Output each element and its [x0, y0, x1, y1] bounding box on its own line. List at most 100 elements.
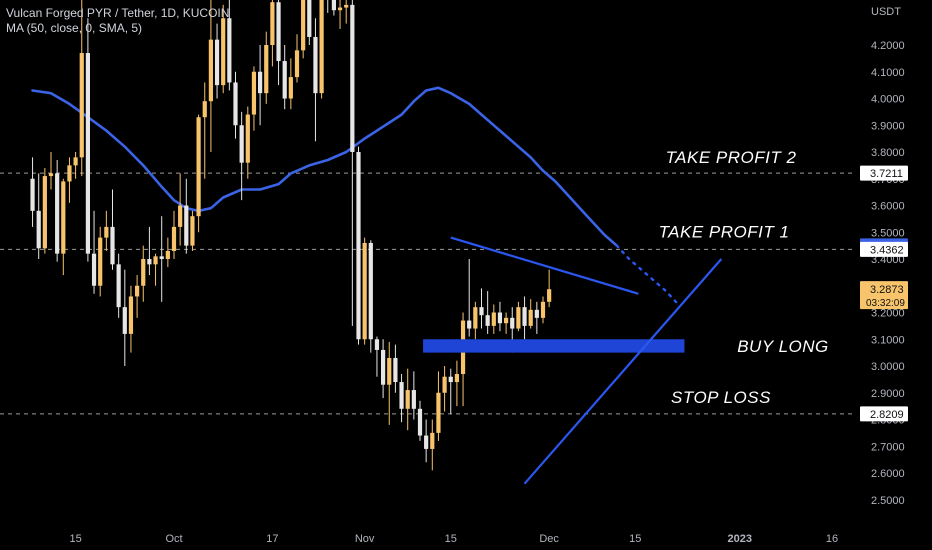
- take-profit-2-tag-bg: [860, 165, 908, 181]
- time-tick: 17: [266, 533, 278, 545]
- indicator-legend[interactable]: MA (50, close, 0, SMA, 5): [6, 21, 143, 35]
- candle-body: [331, 0, 336, 11]
- candles: [30, 0, 552, 471]
- take-profit-2-label: TAKE PROFIT 2: [666, 148, 797, 167]
- candle-body: [251, 71, 257, 115]
- time-tick: 2023: [728, 533, 752, 545]
- candle-body: [473, 307, 478, 329]
- moving-average: [31, 86, 619, 247]
- time-tick: 15: [445, 533, 457, 545]
- candle-body: [73, 157, 78, 166]
- stop-loss-tag: 2.8209: [870, 409, 904, 421]
- price-tick: 3.0000: [871, 361, 905, 373]
- buy-long-label: BUY LONG: [737, 337, 829, 356]
- candle-body: [547, 289, 552, 302]
- candle-body: [128, 296, 134, 334]
- take-profit-2-tag: 3.7211: [870, 168, 903, 180]
- price-tick: 3.1000: [871, 334, 905, 346]
- candle-body: [491, 312, 496, 326]
- price-tick: 3.5000: [871, 227, 905, 239]
- candle-body: [190, 216, 195, 246]
- candle-body: [270, 2, 275, 45]
- candle-body: [374, 339, 380, 350]
- candle-body: [147, 259, 152, 265]
- candle-body: [104, 226, 109, 238]
- take-profit-1-tag: 3.4362: [870, 244, 904, 256]
- candle-body: [313, 36, 318, 94]
- candle-body: [436, 392, 441, 433]
- candle-body: [411, 390, 416, 409]
- candle-body: [344, 4, 349, 8]
- candle-body: [221, 18, 226, 86]
- ma-projection-dotted: [615, 244, 680, 306]
- price-tick: 3.2000: [871, 308, 905, 320]
- chart-legend: Vulcan Forged PYR / Tether, 1D, KUCOIN M…: [6, 6, 229, 36]
- candle-body: [381, 349, 386, 385]
- candle-body: [424, 435, 429, 449]
- time-axis[interactable]: 15 Oct 17 Nov 15 Dec 15 2023 16: [69, 533, 838, 545]
- candle-body: [356, 152, 361, 340]
- candle-body: [153, 256, 158, 265]
- candle-body: [522, 307, 527, 326]
- last-price-tag-bg: [860, 281, 908, 310]
- candle-body: [245, 114, 250, 163]
- ma-line: [31, 86, 619, 247]
- candle-body: [178, 205, 183, 227]
- price-axis[interactable]: USDT4.20004.10004.00003.90003.80003.7000…: [860, 6, 908, 507]
- candle-body: [510, 317, 515, 329]
- stop-loss-label: STOP LOSS: [671, 388, 771, 407]
- candle-body: [61, 181, 66, 254]
- candle-body: [393, 357, 398, 383]
- take-profit-1-tag-bg: [860, 241, 908, 257]
- time-tick: Dec: [539, 533, 559, 545]
- candle-body: [534, 309, 539, 318]
- candle-body: [171, 226, 177, 251]
- candle-body: [294, 50, 300, 78]
- candle-body: [337, 7, 343, 11]
- price-tick: 2.9000: [871, 388, 905, 400]
- level-lines: [0, 172, 852, 415]
- candle-body: [479, 307, 484, 316]
- price-tick: 3.6000: [871, 201, 905, 213]
- candle-body: [159, 256, 164, 259]
- price-tick: 3.9000: [871, 120, 905, 132]
- descending-trendline: [450, 236, 639, 295]
- price-tick: 2.6000: [871, 468, 905, 480]
- price-tick: 4.2000: [871, 40, 905, 52]
- candle-body: [55, 173, 60, 254]
- candle-body: [276, 2, 281, 62]
- candle-body: [350, 4, 355, 152]
- candle-body: [454, 374, 459, 383]
- candle-body: [141, 259, 146, 286]
- candle-body: [504, 317, 509, 324]
- candle-body: [540, 301, 546, 318]
- last-price-tag: 3.2873: [870, 284, 904, 296]
- candle-countdown: 03:32:09: [866, 298, 905, 309]
- price-tick: 2.5000: [871, 495, 905, 507]
- buy-zone-box: [423, 339, 685, 353]
- candle-body: [214, 39, 220, 86]
- candle-body: [67, 165, 72, 182]
- candle-body: [430, 432, 435, 449]
- symbol-title[interactable]: Vulcan Forged PYR / Tether, 1D, KUCOIN: [6, 6, 230, 20]
- candle-body: [85, 53, 90, 254]
- annotation-labels: TAKE PROFIT 2 TAKE PROFIT 1 BUY LONG STOP L…: [659, 148, 829, 407]
- candle-body: [239, 125, 244, 163]
- candle-body: [135, 285, 140, 297]
- candle-body: [91, 253, 97, 286]
- candle-body: [184, 205, 189, 246]
- candle-body: [42, 176, 47, 249]
- candle-body: [202, 101, 207, 118]
- candle-body: [196, 117, 201, 217]
- price-tick: 3.8000: [871, 147, 905, 159]
- candle-body: [258, 71, 263, 94]
- candle-body: [307, 0, 312, 37]
- time-tick: Oct: [165, 533, 182, 545]
- candle-body: [467, 320, 472, 329]
- time-tick: 15: [629, 533, 641, 545]
- trendlines: [450, 236, 723, 485]
- time-tick: 15: [69, 533, 81, 545]
- candle-body: [98, 237, 103, 286]
